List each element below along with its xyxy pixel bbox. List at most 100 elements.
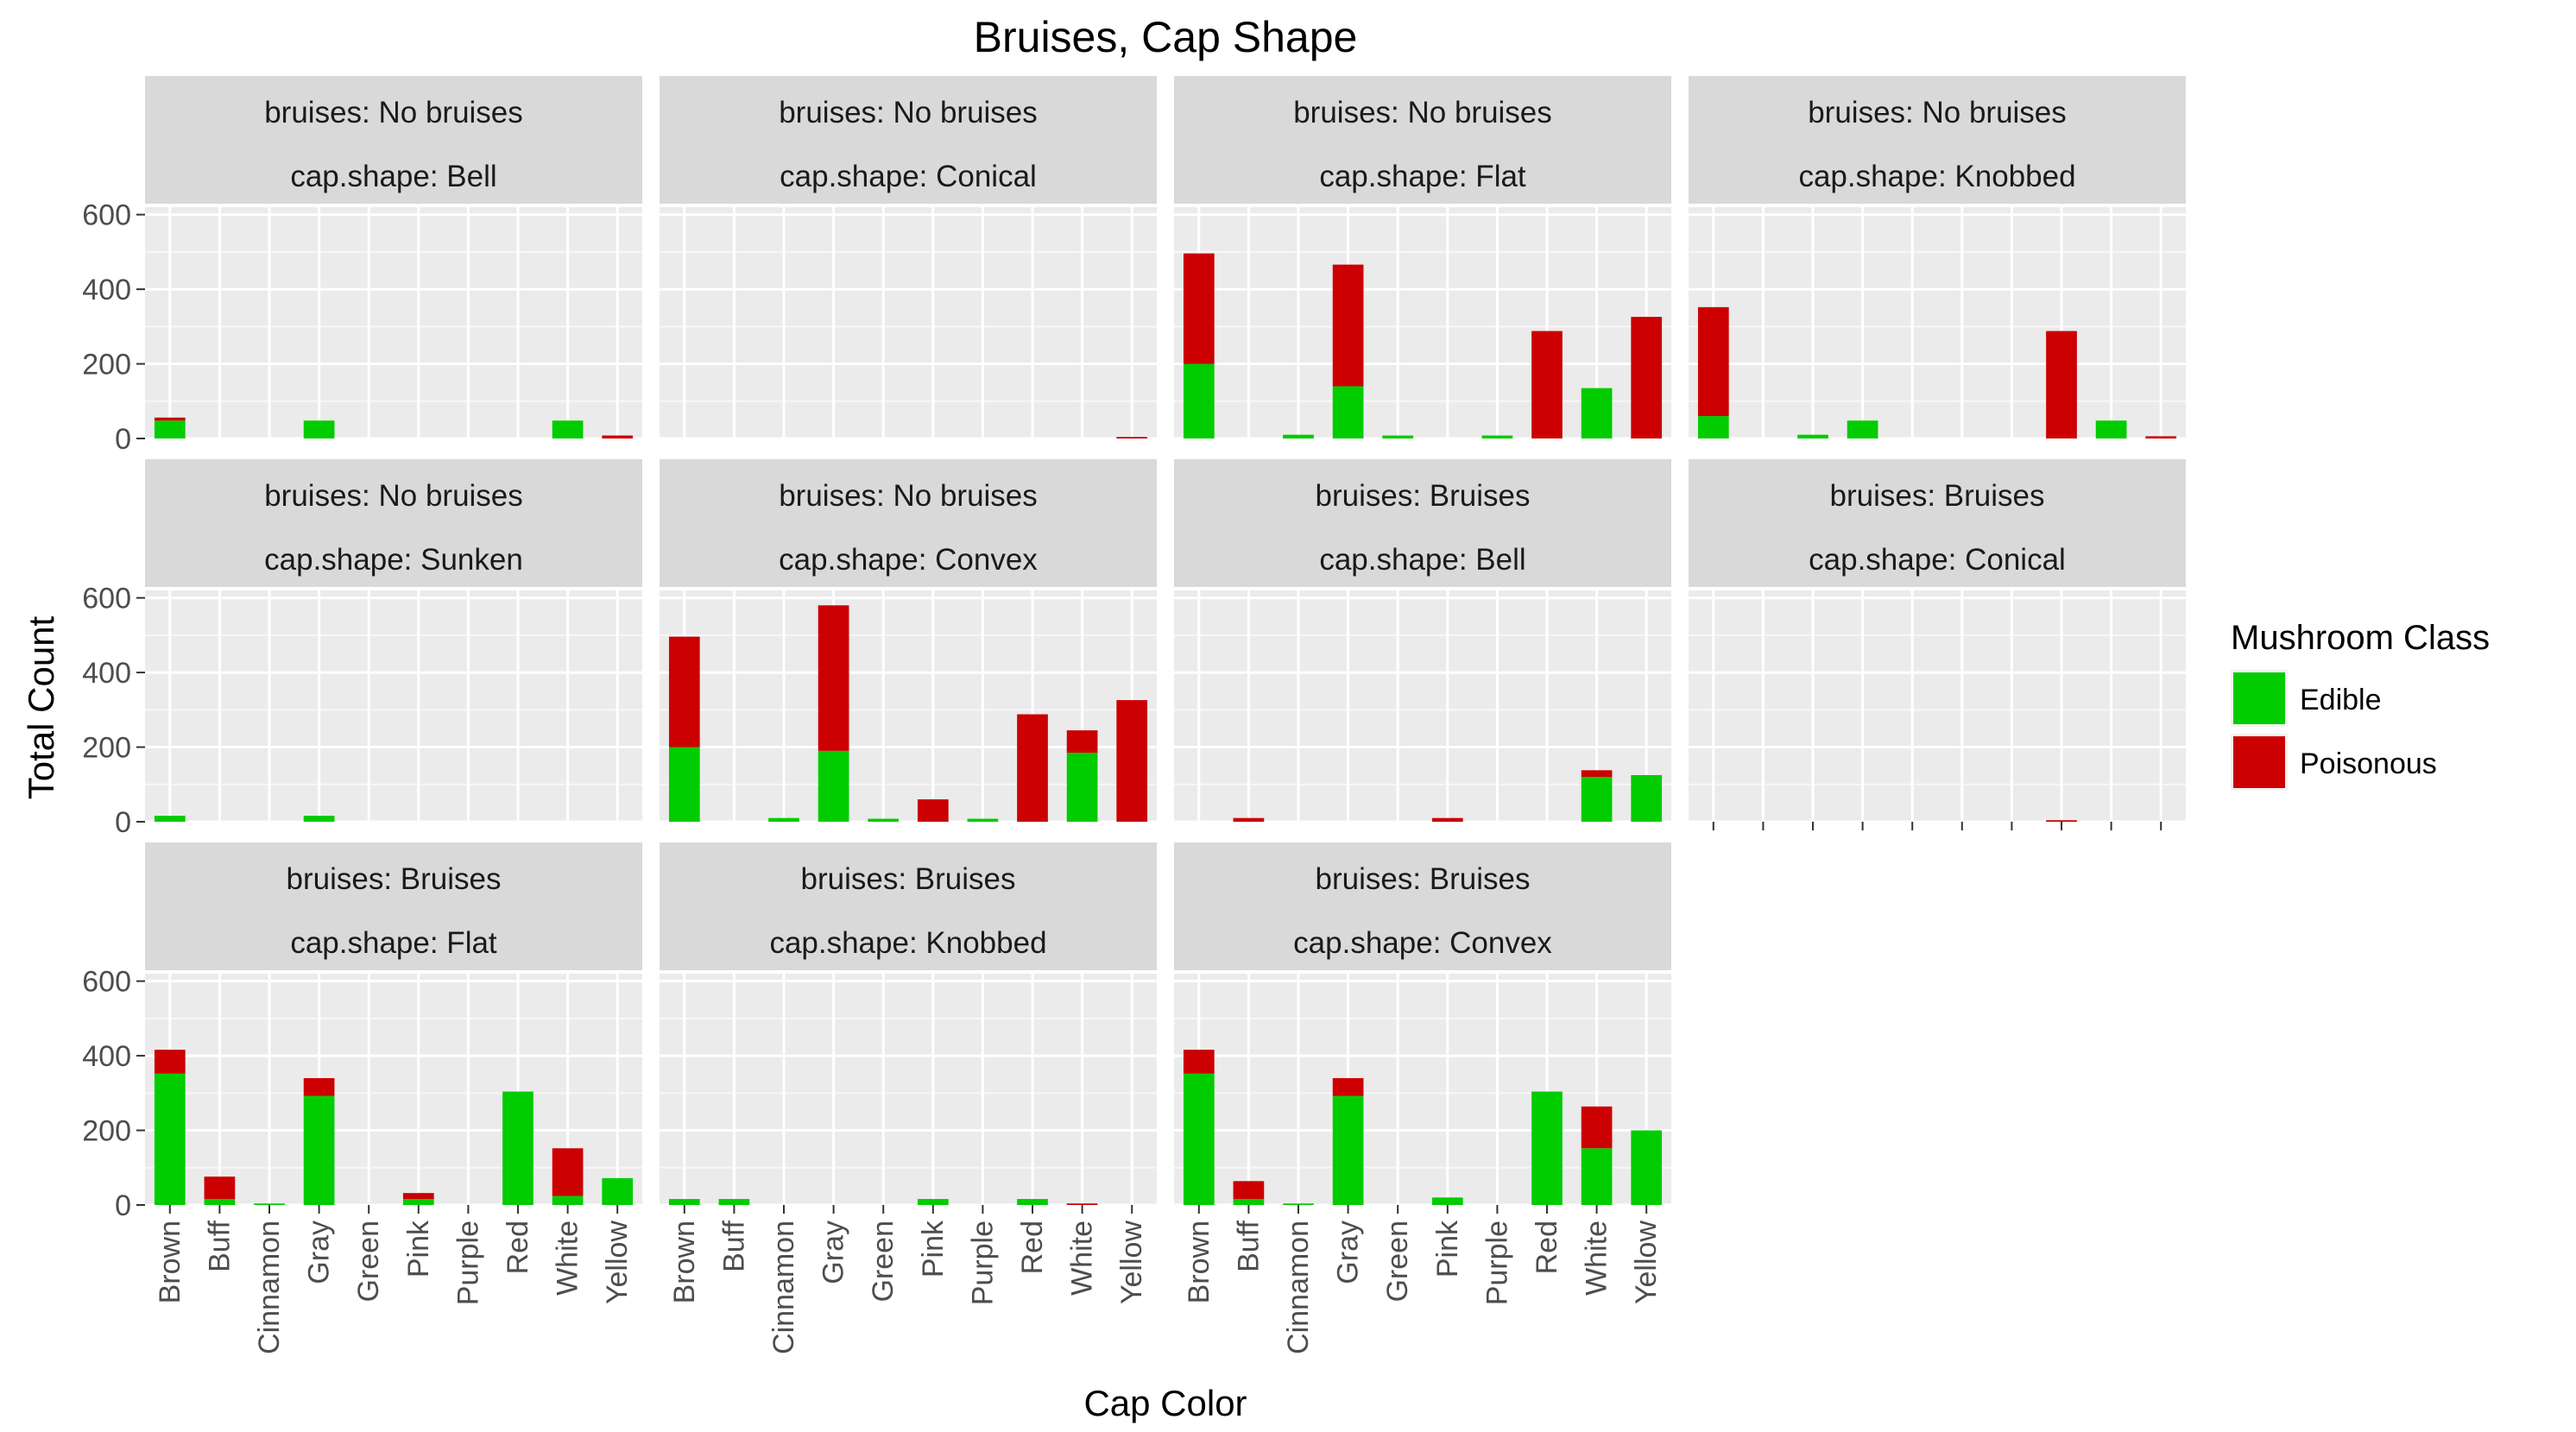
bar-edible [2095, 420, 2127, 438]
x-tick-label: Green [1381, 1221, 1414, 1303]
bar-edible [303, 420, 335, 438]
x-tick-label: Yellow [601, 1221, 634, 1304]
x-tick-label: Cinnamon [1282, 1221, 1315, 1354]
x-axis-title: Cap Color [1083, 1383, 1247, 1423]
y-tick-label: 200 [82, 349, 131, 382]
bar-edible [1631, 1130, 1663, 1205]
facet-strip-label-cap-shape: cap.shape: Conical [1809, 543, 2066, 577]
facet-panel: bruises: Bruises cap.shape: Bell [1174, 459, 1671, 823]
x-tick-label: Green [867, 1221, 900, 1303]
facet-strip [1174, 842, 1671, 970]
bar-edible [1797, 434, 1828, 438]
plot-background [660, 207, 1157, 438]
x-tick-label: Purple [451, 1221, 484, 1305]
bar-edible [1631, 774, 1663, 822]
plot-background [660, 974, 1157, 1205]
bar-edible [1581, 388, 1613, 438]
facet-panel: bruises: No bruises cap.shape: Flat [1174, 76, 1671, 440]
facet-strip-label-bruises: bruises: No bruises [1293, 96, 1552, 129]
facet-strip-label-cap-shape: cap.shape: Bell [290, 160, 496, 193]
bar-poisonous [1332, 264, 1364, 387]
bar-edible [668, 1199, 700, 1205]
x-tick-label: Red [502, 1221, 534, 1274]
y-tick-label: 0 [115, 1189, 131, 1222]
facet-strip [660, 459, 1157, 587]
bar-edible [1066, 753, 1098, 822]
bar-poisonous [1233, 817, 1265, 822]
facet-strip-label-cap-shape: cap.shape: Conical [780, 160, 1037, 193]
bar-edible [668, 747, 700, 822]
facet-strip-label-cap-shape: cap.shape: Convex [1293, 926, 1552, 960]
bar-edible [768, 817, 799, 822]
bar-edible [1332, 1095, 1364, 1205]
facet-panel: bruises: No bruises cap.shape: Knobbed [1689, 76, 2186, 440]
bar-edible [1283, 1203, 1314, 1205]
bar-poisonous [1581, 1106, 1613, 1149]
x-tick-label: Yellow [1115, 1221, 1148, 1304]
facet-strip-label-cap-shape: cap.shape: Convex [779, 543, 1038, 577]
y-tick-label: 0 [115, 423, 131, 456]
plot-background [145, 590, 642, 822]
bar-poisonous [1431, 817, 1463, 822]
x-tick-label: Cinnamon [767, 1221, 800, 1354]
bar-edible [1431, 1197, 1463, 1205]
bar-edible [1481, 435, 1513, 438]
facet-strip [660, 842, 1157, 970]
plot-background [1689, 590, 2186, 822]
bar-edible [154, 420, 186, 438]
x-tick-label: Buff [717, 1220, 750, 1271]
facet-panel: bruises: No bruises cap.shape: Convex [660, 459, 1157, 823]
bar-poisonous [818, 605, 849, 751]
bar-poisonous [402, 1193, 434, 1200]
facet-panel: bruises: No bruises cap.shape: Bell 0 200 40… [82, 76, 642, 456]
bar-edible [1332, 386, 1364, 438]
facet-strip-label-bruises: bruises: No bruises [779, 479, 1038, 513]
x-tick-label: Pink [402, 1220, 435, 1277]
bar-edible [1697, 416, 1729, 438]
bar-poisonous [1183, 253, 1215, 364]
y-tick-label: 400 [82, 1040, 131, 1073]
bar-poisonous [1116, 437, 1148, 438]
x-tick-label: Buff [1232, 1220, 1265, 1271]
x-tick-label: White [552, 1221, 584, 1296]
bar-edible [1183, 1073, 1215, 1205]
facet-strip-label-cap-shape: cap.shape: Sunken [264, 543, 523, 577]
bar-poisonous [154, 417, 186, 421]
bar-poisonous [1697, 306, 1729, 417]
facet-panel: bruises: Bruises cap.shape: Flat 0 200 400 60… [82, 842, 642, 1354]
plot-background [145, 207, 642, 438]
bar-edible [402, 1199, 434, 1205]
x-tick-label: Gray [303, 1221, 336, 1284]
facet-strip [660, 76, 1157, 204]
facet-strip-label-bruises: bruises: Bruises [287, 862, 502, 896]
y-tick-label: 400 [82, 274, 131, 306]
legend-swatch [2233, 672, 2285, 724]
facet-strip-label-bruises: bruises: Bruises [801, 862, 1016, 896]
facet-strip [1174, 76, 1671, 204]
bar-edible [718, 1199, 750, 1205]
bar-poisonous [1233, 1181, 1265, 1200]
legend: Mushroom Class Edible Poisonous [2231, 619, 2490, 791]
x-tick-label: Brown [668, 1221, 701, 1303]
facet-strip-label-bruises: bruises: No bruises [264, 96, 523, 129]
x-tick-label: Brown [154, 1221, 186, 1303]
y-axis-title: Total Count [21, 615, 61, 799]
x-tick-label: Brown [1183, 1221, 1215, 1303]
y-tick-label: 600 [82, 199, 131, 232]
bar-poisonous [602, 435, 634, 438]
facet-strip-label-cap-shape: cap.shape: Knobbed [1798, 160, 2075, 193]
bar-poisonous [1531, 331, 1563, 438]
x-tick-label: Gray [1332, 1221, 1365, 1284]
bar-poisonous [552, 1148, 584, 1196]
facet-strip-label-bruises: bruises: Bruises [1316, 479, 1531, 513]
bar-edible [917, 1199, 949, 1205]
bar-edible [552, 420, 584, 438]
y-tick-label: 600 [82, 966, 131, 999]
bar-poisonous [1116, 700, 1148, 822]
bar-edible [1283, 434, 1314, 438]
x-tick-label: White [1581, 1221, 1613, 1296]
x-tick-label: Red [1016, 1221, 1049, 1274]
x-tick-label: Pink [917, 1220, 950, 1277]
facet-panel: bruises: No bruises cap.shape: Conical [660, 76, 1157, 440]
facet-panel: bruises: No bruises cap.shape: Sunken 0 200… [82, 459, 642, 839]
